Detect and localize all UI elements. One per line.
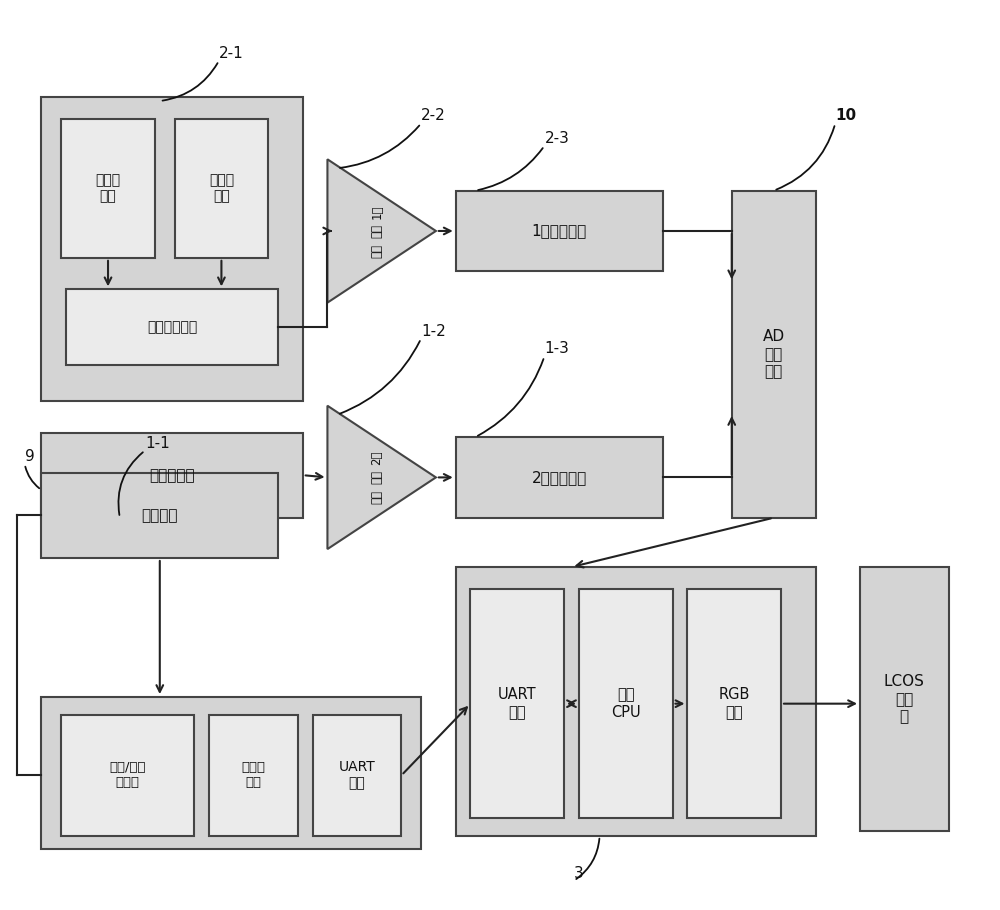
- Polygon shape: [327, 159, 436, 303]
- Text: 2-1: 2-1: [219, 46, 244, 61]
- FancyBboxPatch shape: [470, 590, 564, 818]
- FancyBboxPatch shape: [175, 119, 268, 258]
- Text: 终端设备: 终端设备: [142, 508, 178, 523]
- Text: 1信: 1信: [370, 204, 383, 218]
- Text: 2信号过滤器: 2信号过滤器: [532, 470, 587, 485]
- Text: 1信号过滤器: 1信号过滤器: [532, 224, 587, 238]
- Text: 3: 3: [574, 865, 584, 881]
- FancyBboxPatch shape: [732, 191, 816, 518]
- Text: 第二麦
克风: 第二麦 克风: [209, 173, 234, 204]
- Text: LCOS
显示
屏: LCOS 显示 屏: [884, 674, 925, 724]
- FancyBboxPatch shape: [209, 715, 298, 836]
- Text: 号放: 号放: [370, 470, 383, 484]
- Text: 9: 9: [25, 449, 34, 464]
- FancyBboxPatch shape: [61, 119, 155, 258]
- FancyBboxPatch shape: [456, 567, 816, 836]
- FancyBboxPatch shape: [456, 437, 663, 518]
- FancyBboxPatch shape: [41, 96, 303, 401]
- Text: 电容传感集: 电容传感集: [149, 468, 195, 482]
- Text: AD
转换
模块: AD 转换 模块: [763, 329, 785, 379]
- FancyBboxPatch shape: [687, 590, 781, 818]
- FancyBboxPatch shape: [41, 432, 303, 518]
- Text: UART
接口: UART 接口: [498, 687, 537, 720]
- Polygon shape: [327, 406, 436, 549]
- Text: 微型控
制器: 微型控 制器: [241, 762, 265, 789]
- FancyBboxPatch shape: [456, 191, 663, 271]
- Text: 10: 10: [835, 108, 856, 124]
- Text: 2-3: 2-3: [544, 131, 569, 146]
- Text: 1-2: 1-2: [421, 324, 446, 339]
- FancyBboxPatch shape: [41, 697, 421, 849]
- FancyBboxPatch shape: [313, 715, 401, 836]
- FancyBboxPatch shape: [860, 567, 949, 832]
- FancyBboxPatch shape: [579, 590, 673, 818]
- Text: 2信: 2信: [370, 450, 383, 465]
- Text: 数模/模数
转换器: 数模/模数 转换器: [109, 762, 146, 789]
- Text: 双核
CPU: 双核 CPU: [611, 687, 641, 720]
- Text: 第一麦
克风: 第一麦 克风: [95, 173, 121, 204]
- Text: 2-2: 2-2: [421, 108, 446, 124]
- Text: 大器: 大器: [370, 490, 383, 504]
- Text: 1-1: 1-1: [145, 436, 170, 450]
- FancyBboxPatch shape: [66, 289, 278, 366]
- Text: RGB
接口: RGB 接口: [719, 687, 750, 720]
- Text: UART
接口: UART 接口: [339, 760, 375, 791]
- Text: 号放: 号放: [370, 224, 383, 238]
- FancyBboxPatch shape: [41, 473, 278, 558]
- Text: 1-3: 1-3: [544, 341, 569, 357]
- Text: 双麦线性阵列: 双麦线性阵列: [147, 320, 197, 334]
- Text: 大器: 大器: [370, 244, 383, 258]
- FancyBboxPatch shape: [61, 715, 194, 836]
